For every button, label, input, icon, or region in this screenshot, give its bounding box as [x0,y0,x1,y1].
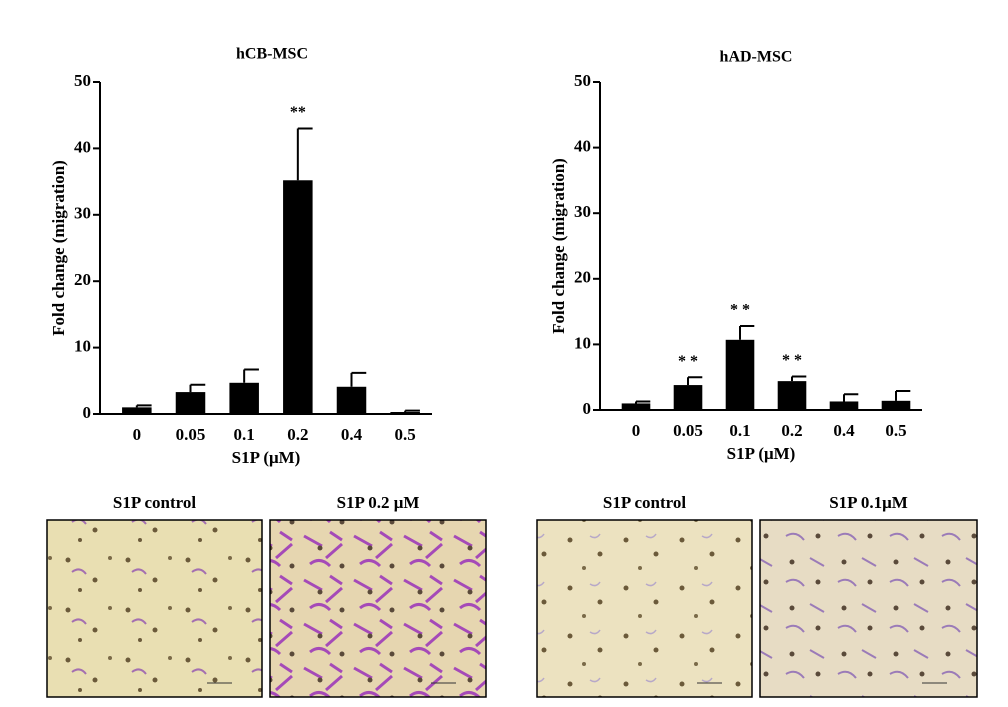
error-bar [243,368,259,383]
significance: * * [730,302,750,319]
y-tick-label: 20 [574,268,591,287]
image-label: S1P 0.2 μM [337,493,420,512]
error-bar [189,383,206,393]
x-tick-label: 0 [133,425,142,444]
y-tick-label: 0 [583,399,592,418]
y-axis-label: Fold change (migration) [549,158,568,334]
y-tick-label: 10 [74,337,91,356]
x-tick-label: 0.05 [176,425,206,444]
x-axis-label: S1P (μM) [232,448,301,467]
image-label: S1P control [603,493,687,512]
y-axis-label: Fold change (migration) [49,160,68,336]
bar [725,339,755,410]
image-label: S1P 0.1μM [829,493,908,512]
y-tick-label: 20 [74,270,91,289]
chart-title: hCB-MSC [236,46,308,63]
y-tick-label: 40 [74,137,91,156]
x-tick-label: 0.05 [673,421,703,440]
y-tick-label: 50 [574,71,591,90]
x-tick-label: 0 [632,421,641,440]
x-tick-label: 0.5 [885,421,906,440]
y-tick-label: 0 [83,403,92,422]
error-bar [135,404,152,408]
significance: ** [290,104,306,121]
y-tick-label: 30 [74,204,91,223]
error-bar [296,127,313,181]
bar [175,392,206,414]
x-tick-label: 0.5 [395,425,416,444]
bar [122,407,152,414]
x-tick-label: 0.4 [341,425,363,444]
micrograph [269,519,487,698]
micrograph [46,519,263,698]
bar [283,180,313,414]
bar [336,386,367,414]
significance: * * [782,352,802,369]
error-bar [843,393,859,402]
x-tick-label: 0.4 [833,421,855,440]
bar [621,403,651,410]
error-bar [895,389,911,401]
y-tick-label: 40 [574,137,591,156]
image-label: S1P control [113,493,197,512]
significance: * * [678,353,698,370]
micrographs: S1P control S1P 0.2 μM S1P control S1P 0.1μ… [46,493,978,698]
y-tick-label: 50 [74,71,91,90]
chart-title: hAD-MSC [720,49,793,66]
micrograph [759,519,978,698]
bar [777,381,807,410]
y-tick-label: 30 [574,202,591,221]
error-bar [404,409,420,413]
x-tick-label: 0.2 [287,425,308,444]
bar [229,382,259,414]
micrograph [536,519,753,698]
x-axis-label: S1P (μM) [727,444,796,463]
x-tick-label: 0.1 [234,425,255,444]
bar [390,412,420,414]
x-tick-label: 0.1 [729,421,750,440]
charts: hCB-MSC 0 10 20 30 40 50 Fold change (migration… [49,46,922,467]
y-tick-label: 10 [574,333,591,352]
error-bar [687,376,703,386]
error-bar [635,400,651,404]
bar [673,385,703,410]
bar [829,401,859,410]
error-bar [791,375,807,382]
error-bar [350,371,367,387]
error-bar [739,325,755,340]
bar [881,400,911,410]
x-tick-label: 0.2 [781,421,802,440]
